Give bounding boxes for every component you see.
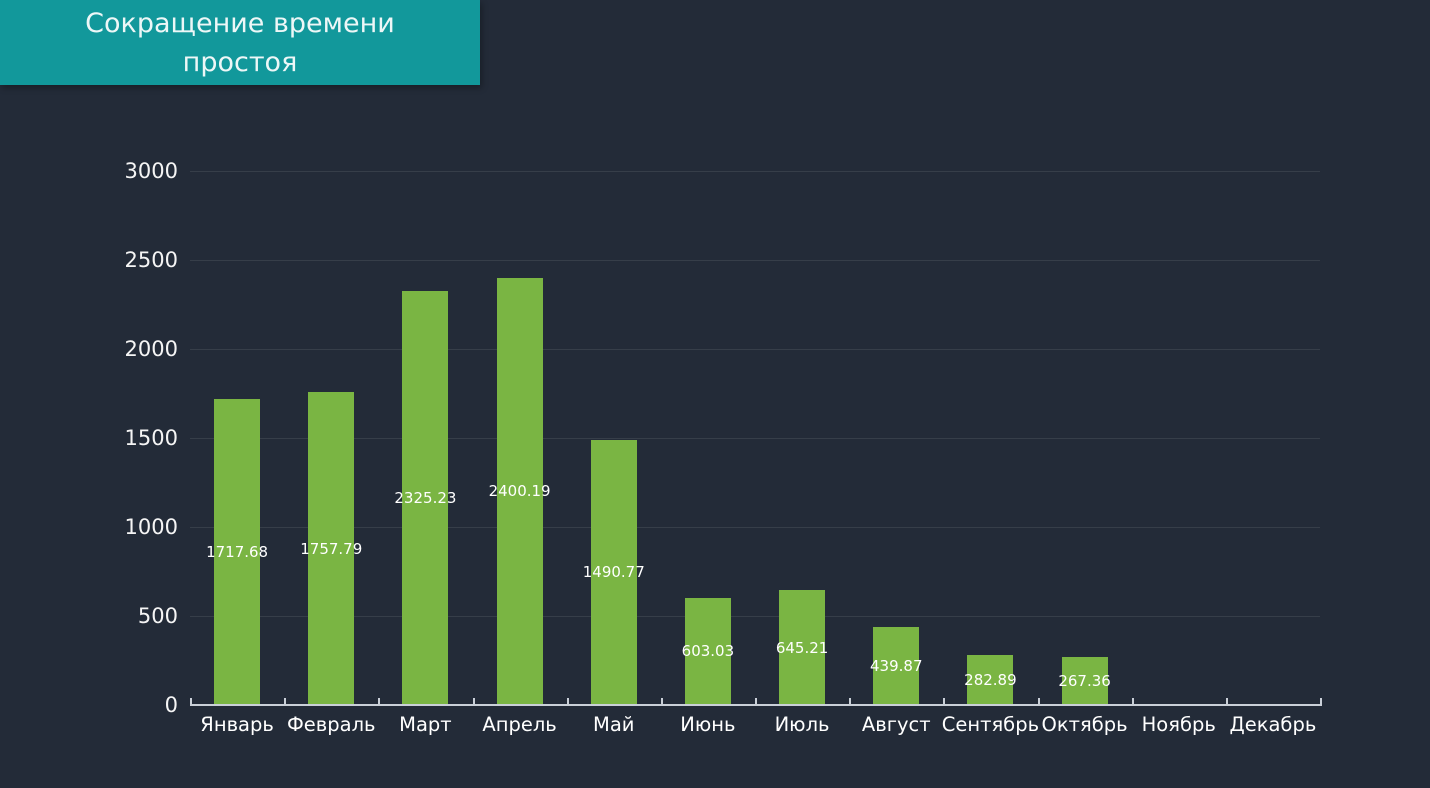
y-gridline: [190, 438, 1320, 439]
y-axis-tick-label: 500: [137, 604, 178, 628]
x-axis-line: [190, 704, 1322, 706]
x-axis-tick: [1131, 698, 1134, 705]
x-axis-tick: [943, 698, 946, 705]
x-axis-tick-label: Декабрь: [1229, 713, 1317, 736]
y-gridline: [190, 349, 1320, 350]
x-axis-tick: [1320, 698, 1322, 705]
x-axis-tick: [284, 698, 287, 705]
x-axis-tick-label: Март: [399, 713, 452, 736]
x-axis-tick-label: Май: [593, 713, 635, 736]
x-axis-tick-label: Август: [861, 713, 931, 736]
x-axis-tick: [566, 698, 569, 705]
chart-title-banner: Сокращение времени простоя: [0, 0, 480, 85]
x-axis-tick-label: Январь: [200, 713, 274, 736]
bar-value-label: 1757.79: [300, 539, 363, 558]
x-axis-tick: [755, 698, 757, 705]
y-axis-tick-label: 0: [164, 693, 178, 717]
bar: [779, 590, 826, 705]
x-axis-tick-label: Сентябрь: [941, 713, 1040, 736]
y-gridline: [190, 616, 1320, 617]
bar-value-label: 2400.19: [488, 482, 551, 501]
bar: [214, 399, 261, 705]
bar: [873, 626, 920, 705]
x-axis-tick-label: Октябрь: [1041, 713, 1128, 736]
bar: [402, 291, 449, 705]
x-axis-tick: [1037, 698, 1040, 705]
x-axis-tick-label: Июнь: [680, 713, 736, 736]
y-axis-tick-label: 1500: [124, 426, 178, 450]
chart-title-line-2: простоя: [182, 46, 298, 78]
bar: [496, 277, 543, 705]
bar: [308, 392, 355, 705]
bar: [684, 597, 731, 705]
bar-value-label: 439.87: [870, 656, 923, 675]
x-axis-tick: [660, 698, 663, 705]
bar-value-label: 2325.23: [394, 489, 457, 508]
bar-value-label: 645.21: [775, 638, 829, 657]
x-axis-tick: [849, 698, 852, 705]
y-axis-tick-label: 2500: [124, 248, 178, 272]
y-axis-tick-label: 1000: [124, 515, 178, 539]
x-axis-tick: [190, 698, 192, 705]
bar: [967, 654, 1014, 705]
x-axis-tick-label: Ноябрь: [1141, 713, 1216, 736]
x-axis-tick-label: Июль: [774, 713, 830, 736]
x-axis-tick-label: Апрель: [482, 713, 557, 736]
chart-title-line-1: Сокращение времени: [85, 7, 395, 39]
bar-value-label: 1490.77: [582, 563, 645, 582]
y-gridline: [190, 527, 1320, 528]
x-axis-tick: [472, 698, 475, 705]
bar-value-label: 267.36: [1058, 672, 1111, 691]
y-gridline: [190, 260, 1320, 261]
x-axis-tick-label: Февраль: [286, 713, 376, 736]
bar-value-label: 603.03: [681, 642, 735, 661]
y-axis-tick-label: 2000: [124, 337, 178, 361]
bar-value-label: 282.89: [964, 670, 1017, 689]
y-gridline: [190, 171, 1320, 172]
y-axis-tick-label: 3000: [124, 159, 178, 183]
x-axis-tick: [378, 698, 381, 705]
bar: [1061, 657, 1108, 705]
x-axis-tick: [1225, 698, 1228, 705]
bar: [590, 439, 637, 705]
bar-value-label: 1717.68: [206, 543, 269, 562]
